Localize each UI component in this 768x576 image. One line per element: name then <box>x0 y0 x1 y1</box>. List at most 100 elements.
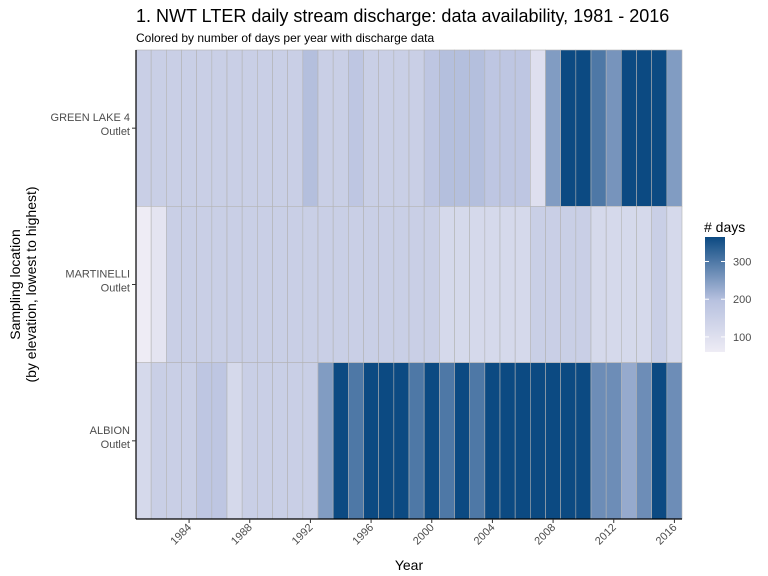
heatmap-cell <box>621 206 637 363</box>
heatmap-cell <box>666 206 683 363</box>
heatmap-cell <box>499 362 516 520</box>
heatmap-cell <box>393 362 410 520</box>
heatmap-cell <box>590 362 607 520</box>
x-tick-label: 2016 <box>654 522 680 548</box>
heatmap-cell <box>423 49 440 207</box>
heatmap-cell <box>423 206 440 363</box>
heatmap-cell <box>150 206 167 363</box>
heatmap-cell <box>378 362 395 520</box>
heatmap-cell <box>621 362 637 520</box>
heatmap-cell <box>181 49 197 207</box>
legend-tick-label: 100 <box>733 332 751 344</box>
heatmap-cell <box>302 49 319 207</box>
heatmap-cell <box>560 49 577 207</box>
y-tick-label: MARTINELLI <box>65 269 130 281</box>
heatmap-cell <box>423 362 440 520</box>
x-tick-label: 2012 <box>593 522 619 548</box>
heatmap-cell <box>484 49 501 207</box>
heatmap-cell <box>636 362 652 520</box>
heatmap-cell <box>302 206 319 363</box>
heatmap-cell <box>499 206 516 363</box>
heatmap-cell <box>605 49 622 207</box>
y-tick-sublabel: Outlet <box>101 439 130 451</box>
heatmap-cell <box>666 49 683 207</box>
heatmap-cell <box>439 362 455 520</box>
heatmap-cell <box>272 49 288 207</box>
heatmap-cell <box>272 362 288 520</box>
heatmap-cell <box>514 362 531 520</box>
heatmap-cell <box>241 206 258 363</box>
x-tick-label: 1996 <box>350 522 376 548</box>
heatmap-cell <box>530 206 546 363</box>
heatmap-cell <box>257 362 273 520</box>
heatmap-cell <box>302 362 319 520</box>
heatmap-cell <box>454 49 470 207</box>
heatmap-cell <box>317 362 334 520</box>
heatmap-cell <box>560 362 577 520</box>
heatmap-cell <box>469 362 486 520</box>
heatmap-cell <box>287 49 304 207</box>
heatmap-cell <box>393 49 410 207</box>
heatmap-cell <box>651 206 668 363</box>
heatmap-cell <box>332 206 349 363</box>
heatmap-cell <box>454 362 470 520</box>
heatmap-cell <box>257 206 273 363</box>
heatmap-cell <box>166 362 182 520</box>
x-tick-label: 1992 <box>290 522 316 548</box>
heatmap-cell <box>378 206 395 363</box>
heatmap-cell <box>545 206 561 363</box>
y-tick-label: ALBION <box>90 425 130 437</box>
heatmap-cell <box>408 206 425 363</box>
heatmap-cell <box>545 49 561 207</box>
heatmap-cell <box>196 362 213 520</box>
legend-tick-label: 300 <box>733 257 751 269</box>
heatmap-cell <box>469 206 486 363</box>
y-axis-title: Sampling location(by elevation, lowest t… <box>7 186 39 382</box>
heatmap-cell <box>226 49 243 207</box>
heatmap-cell <box>393 206 410 363</box>
heatmap-cell <box>499 49 516 207</box>
heatmap-cell <box>378 49 395 207</box>
heatmap-cell <box>363 49 379 207</box>
heatmap-cell <box>211 206 228 363</box>
heatmap-cell <box>181 206 197 363</box>
heatmap-cell <box>348 206 364 363</box>
legend-title: # days <box>704 219 745 235</box>
heatmap-cell <box>651 362 668 520</box>
chart-subtitle: Colored by number of days per year with … <box>136 31 435 45</box>
heatmap-cell <box>439 49 455 207</box>
heatmap-cell <box>150 49 167 207</box>
heatmap-cell <box>530 362 546 520</box>
x-tick-label: 2000 <box>411 522 437 548</box>
heatmap-cell <box>150 362 167 520</box>
heatmap-cell <box>545 362 561 520</box>
legend-colorbar <box>705 237 725 352</box>
y-tick-sublabel: Outlet <box>101 126 130 138</box>
heatmap-cell <box>590 206 607 363</box>
heatmap-cell <box>621 49 637 207</box>
heatmap-cell <box>317 206 334 363</box>
x-axis-title: Year <box>395 557 424 573</box>
heatmap-cell <box>590 49 607 207</box>
heatmap-cell <box>560 206 577 363</box>
heatmap-cell <box>651 49 668 207</box>
heatmap-cell <box>241 49 258 207</box>
heatmap-cell <box>181 362 197 520</box>
heatmap-cell <box>348 362 364 520</box>
heatmap-cell <box>135 49 152 207</box>
heatmap-cell <box>363 206 379 363</box>
heatmap-cell <box>166 49 182 207</box>
heatmap-cell <box>484 362 501 520</box>
heatmap-cell <box>241 362 258 520</box>
heatmap-cell <box>348 49 364 207</box>
y-tick-sublabel: Outlet <box>101 283 130 295</box>
heatmap-cell <box>332 362 349 520</box>
heatmap-cell <box>363 362 379 520</box>
x-tick-label: 2004 <box>472 522 498 548</box>
legend-tick-label: 200 <box>733 294 751 306</box>
heatmap-cell <box>135 362 152 520</box>
heatmap-cell <box>408 49 425 207</box>
heatmap-cell <box>332 49 349 207</box>
heatmap-cell <box>287 206 304 363</box>
